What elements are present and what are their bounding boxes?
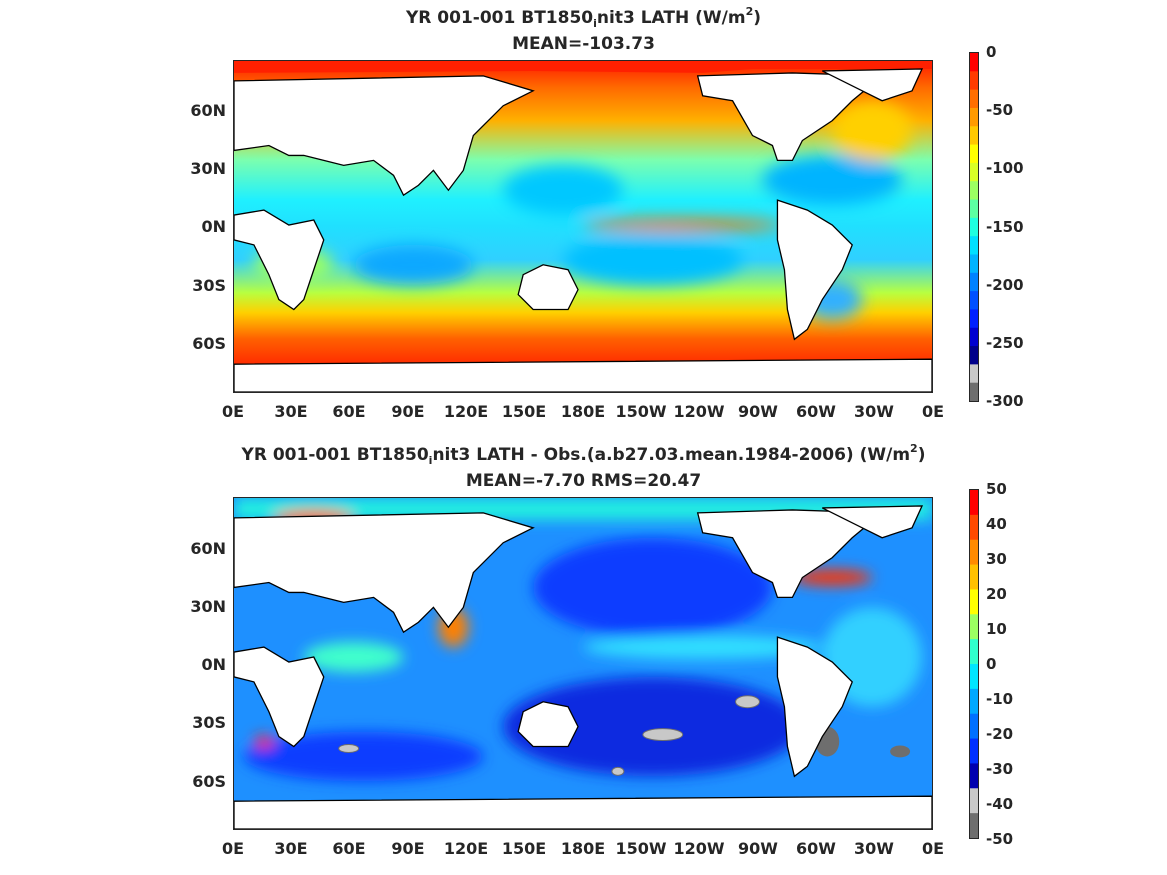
colorbar-tick: -300: [986, 392, 1024, 410]
panel2-title: YR 001-001 BT1850init3 LATH - Obs.(a.b27…: [241, 442, 926, 467]
colorbar-band: [970, 788, 978, 814]
x-tick: 0E: [221, 839, 245, 858]
x-tick: 150W: [615, 402, 667, 421]
colorbar-band: [970, 364, 978, 384]
panel1-mean: MEAN=-103.73: [512, 34, 655, 54]
x-tick: 0E: [221, 402, 245, 421]
colorbar-band: [970, 490, 978, 516]
x-tick: 120W: [673, 839, 725, 858]
y-tick: 30N: [190, 159, 226, 178]
colorbar-band: [970, 291, 978, 310]
panel2-stats: MEAN=-7.70 RMS=20.47: [465, 471, 702, 491]
x-tick: 90E: [391, 402, 425, 421]
colorbar-tick: -200: [986, 276, 1024, 294]
colorbar-tick: 0: [986, 655, 997, 673]
x-tick: 0E: [921, 839, 945, 858]
colorbar-tick: -40: [986, 795, 1014, 813]
colorbar-tick: -250: [986, 334, 1024, 352]
colorbar-band: [970, 539, 978, 566]
colorbar-band: [970, 71, 978, 91]
colorbar-band: [970, 254, 978, 274]
x-tick: 60W: [796, 402, 836, 421]
colorbar-band: [970, 89, 978, 109]
x-tick: 30E: [274, 839, 308, 858]
colorbar-band: [970, 309, 978, 329]
colorbar-band: [970, 346, 978, 365]
x-tick: 0E: [921, 402, 945, 421]
colorbar-band: [970, 713, 978, 740]
colorbar-band: [970, 144, 978, 164]
colorbar-tick: -150: [986, 218, 1024, 236]
colorbar-tick: -20: [986, 725, 1014, 743]
x-tick: 150E: [501, 402, 547, 421]
x-tick: 30W: [854, 402, 894, 421]
y-tick: 30N: [190, 597, 226, 616]
colorbar-tick: -10: [986, 690, 1014, 708]
x-tick: 30E: [274, 402, 308, 421]
colorbar-band: [970, 327, 978, 347]
colorbar-band: [970, 162, 978, 182]
x-tick: 60E: [332, 839, 366, 858]
colorbar-tick: 10: [986, 620, 1007, 638]
panel2-map: [233, 497, 933, 830]
colorbar-band: [970, 272, 978, 292]
x-tick: 90W: [738, 839, 778, 858]
y-tick: 30S: [192, 276, 226, 295]
colorbar-band: [970, 126, 978, 146]
x-tick: 180E: [560, 839, 606, 858]
colorbar-band: [970, 738, 978, 764]
colorbar-band: [970, 53, 978, 72]
y-tick: 0N: [201, 217, 226, 236]
x-tick: 60W: [796, 839, 836, 858]
y-tick: 30S: [192, 713, 226, 732]
x-tick: 180E: [560, 402, 606, 421]
y-tick: 60N: [190, 539, 226, 558]
colorbar-tick: -50: [986, 101, 1014, 119]
y-tick: 60S: [192, 772, 226, 791]
colorbar-band: [970, 382, 978, 401]
colorbar-band: [970, 564, 978, 590]
colorbar-band: [970, 614, 978, 640]
panel1-colorbar: [969, 52, 979, 402]
colorbar-tick: -30: [986, 760, 1014, 778]
colorbar-band: [970, 514, 978, 541]
y-tick: 60S: [192, 334, 226, 353]
colorbar-band: [970, 236, 978, 255]
x-tick: 90W: [738, 402, 778, 421]
colorbar-tick: 50: [986, 480, 1007, 498]
x-tick: 150E: [501, 839, 547, 858]
colorbar-band: [970, 199, 978, 219]
colorbar-tick: -100: [986, 159, 1024, 177]
x-tick: 60E: [332, 402, 366, 421]
x-tick: 120E: [443, 839, 489, 858]
x-tick: 150W: [615, 839, 667, 858]
colorbar-band: [970, 217, 978, 237]
colorbar-band: [970, 107, 978, 127]
colorbar-band: [970, 763, 978, 789]
colorbar-band: [970, 813, 978, 838]
x-tick: 90E: [391, 839, 425, 858]
x-tick: 30W: [854, 839, 894, 858]
colorbar-tick: -50: [986, 830, 1014, 848]
colorbar-band: [970, 639, 978, 665]
panel1-title: YR 001-001 BT1850init3 LATH (W/m2): [405, 5, 762, 30]
colorbar-tick: 20: [986, 585, 1007, 603]
colorbar-band: [970, 664, 978, 690]
y-tick: 0N: [201, 655, 226, 674]
colorbar-band: [970, 688, 978, 715]
colorbar-tick: 0: [986, 43, 997, 61]
colorbar-tick: 40: [986, 515, 1007, 533]
y-tick: 60N: [190, 101, 226, 120]
colorbar-tick: 30: [986, 550, 1007, 568]
colorbar-band: [970, 181, 978, 201]
panel1-map: [233, 60, 933, 393]
x-tick: 120E: [443, 402, 489, 421]
x-tick: 120W: [673, 402, 725, 421]
panel2-colorbar: [969, 489, 979, 839]
colorbar-band: [970, 589, 978, 615]
